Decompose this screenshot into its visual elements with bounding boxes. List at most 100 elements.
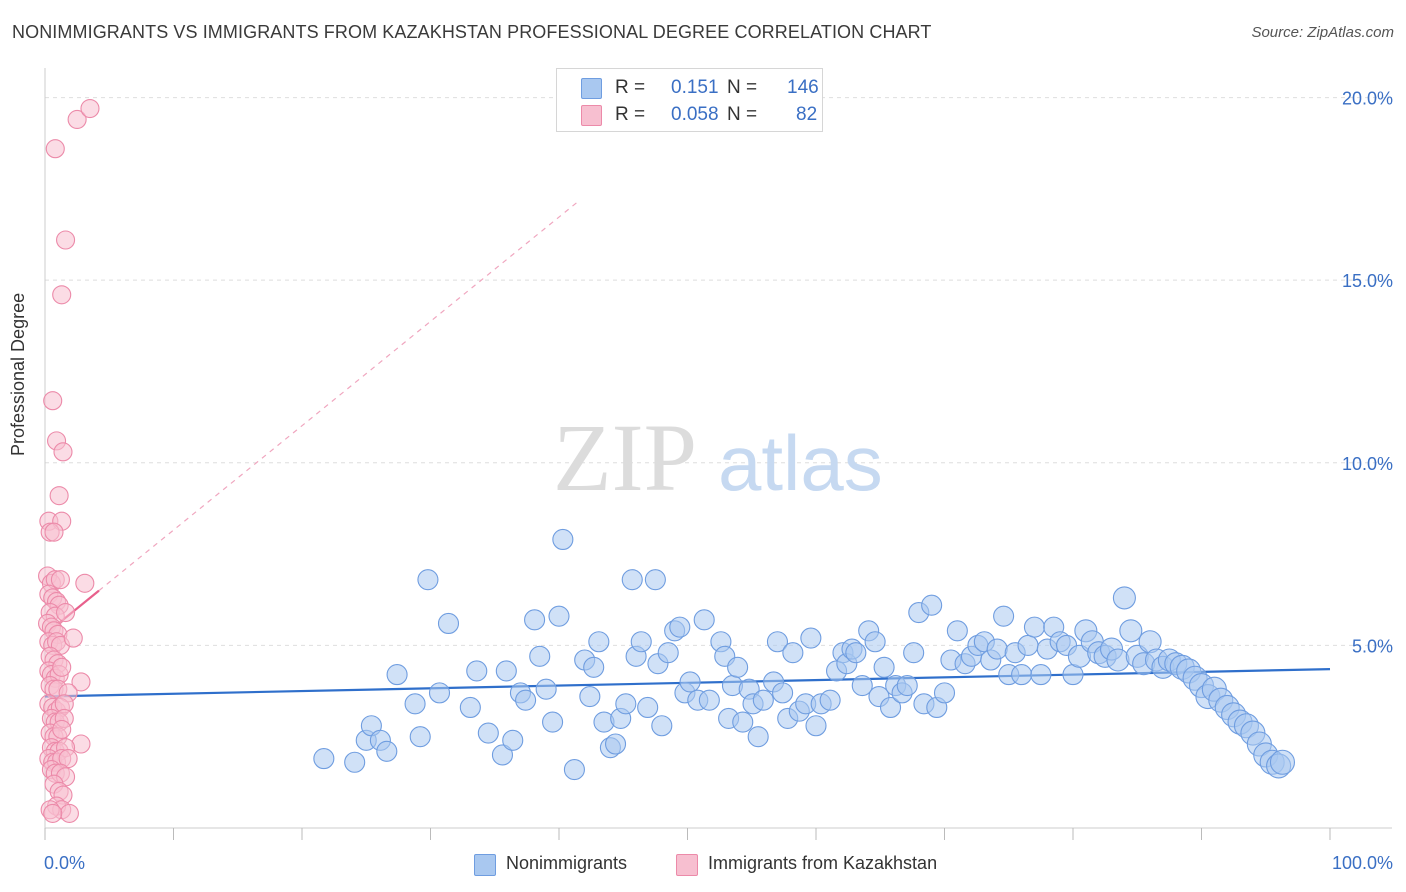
point-nonimmigrants bbox=[563, 759, 585, 781]
point-nonimmigrants bbox=[579, 685, 601, 708]
point-nonimmigrants bbox=[772, 682, 794, 704]
point-immigrants bbox=[52, 657, 72, 677]
point-nonimmigrants bbox=[529, 645, 551, 667]
point-nonimmigrants bbox=[583, 656, 605, 678]
legend-r-value: 0.058 bbox=[671, 104, 719, 125]
y-tick-label: 20.0% bbox=[1342, 89, 1393, 109]
point-nonimmigrants bbox=[621, 569, 643, 591]
point-immigrants bbox=[50, 570, 70, 590]
point-nonimmigrants bbox=[428, 682, 451, 704]
point-nonimmigrants bbox=[1269, 749, 1296, 775]
point-nonimmigrants bbox=[819, 689, 841, 711]
point-nonimmigrants bbox=[896, 675, 918, 697]
point-nonimmigrants bbox=[766, 631, 789, 653]
bottom-legend-swatch-nonimmigrants bbox=[474, 854, 496, 876]
point-nonimmigrants bbox=[903, 642, 925, 664]
point-immigrants bbox=[59, 803, 79, 823]
point-nonimmigrants bbox=[1030, 664, 1052, 686]
point-nonimmigrants bbox=[864, 631, 886, 653]
point-nonimmigrants bbox=[1017, 634, 1039, 656]
point-nonimmigrants bbox=[747, 726, 769, 748]
legend-n-value: 82 bbox=[796, 104, 818, 125]
point-immigrants bbox=[52, 285, 72, 305]
bottom-legend-label: Nonimmigrants bbox=[506, 853, 628, 873]
point-nonimmigrants bbox=[1119, 619, 1143, 643]
point-nonimmigrants bbox=[495, 660, 517, 682]
point-nonimmigrants bbox=[644, 569, 666, 591]
point-nonimmigrants bbox=[477, 722, 499, 744]
point-immigrants bbox=[75, 573, 95, 593]
point-nonimmigrants bbox=[615, 693, 637, 715]
legend-r-value: 0.151 bbox=[671, 77, 719, 98]
data-points bbox=[38, 98, 1296, 823]
y-axis-label: Professional Degree bbox=[8, 292, 28, 456]
bottom-legend-label: Immigrants from Kazakhstan bbox=[708, 853, 938, 873]
point-nonimmigrants bbox=[986, 638, 1008, 660]
legend-n-label: N = bbox=[727, 77, 758, 98]
point-immigrants bbox=[44, 522, 64, 542]
point-nonimmigrants bbox=[459, 696, 481, 719]
point-immigrants bbox=[53, 442, 73, 462]
source-text: Source: ZipAtlas.com bbox=[1251, 24, 1394, 41]
point-nonimmigrants bbox=[752, 689, 774, 711]
point-nonimmigrants bbox=[1011, 664, 1033, 686]
grid-lines bbox=[45, 97, 1392, 646]
point-nonimmigrants bbox=[879, 696, 902, 719]
point-nonimmigrants bbox=[552, 528, 574, 551]
point-nonimmigrants bbox=[344, 751, 366, 773]
trend-extension-immigrants bbox=[98, 200, 579, 592]
point-nonimmigrants bbox=[515, 689, 537, 711]
point-immigrants bbox=[56, 602, 76, 623]
point-nonimmigrants bbox=[1023, 616, 1045, 638]
point-nonimmigrants bbox=[805, 715, 827, 737]
point-nonimmigrants bbox=[651, 715, 673, 737]
x-tick-label: 100.0% bbox=[1332, 853, 1393, 873]
point-nonimmigrants bbox=[588, 631, 610, 653]
legend-r-label: R = bbox=[615, 77, 646, 98]
point-nonimmigrants bbox=[502, 729, 524, 751]
legend-r-label: R = bbox=[615, 104, 646, 125]
y-tick-label: 5.0% bbox=[1352, 636, 1393, 656]
point-nonimmigrants bbox=[404, 693, 426, 715]
point-immigrants bbox=[49, 486, 69, 506]
legend-swatch-nonimmigrants bbox=[581, 78, 602, 99]
point-nonimmigrants bbox=[386, 664, 408, 686]
point-immigrants bbox=[52, 719, 72, 739]
point-immigrants bbox=[43, 391, 63, 411]
point-nonimmigrants bbox=[693, 609, 715, 631]
point-nonimmigrants bbox=[679, 671, 701, 693]
point-nonimmigrants bbox=[727, 656, 749, 678]
point-immigrants bbox=[71, 672, 91, 692]
point-nonimmigrants bbox=[376, 740, 398, 762]
point-immigrants bbox=[67, 109, 87, 130]
point-immigrants bbox=[43, 803, 63, 823]
point-nonimmigrants bbox=[851, 675, 873, 697]
point-nonimmigrants bbox=[491, 744, 514, 766]
point-immigrants bbox=[63, 628, 83, 648]
point-nonimmigrants bbox=[698, 689, 720, 711]
point-nonimmigrants bbox=[669, 616, 691, 638]
point-nonimmigrants bbox=[993, 605, 1015, 627]
point-nonimmigrants bbox=[548, 605, 570, 627]
legend-swatch-immigrants bbox=[581, 105, 602, 126]
point-immigrants bbox=[80, 98, 100, 119]
point-nonimmigrants bbox=[466, 660, 488, 682]
legend-n-value: 146 bbox=[787, 77, 819, 98]
tick-labels: 5.0% 10.0% 15.0% 20.0% 0.0% 100.0% bbox=[44, 89, 1393, 873]
point-nonimmigrants bbox=[637, 696, 659, 719]
y-tick-label: 15.0% bbox=[1342, 271, 1393, 291]
bottom-legend-swatch-immigrants bbox=[676, 854, 698, 876]
point-nonimmigrants bbox=[1106, 648, 1130, 672]
point-nonimmigrants bbox=[921, 594, 943, 616]
point-nonimmigrants bbox=[313, 748, 335, 770]
point-nonimmigrants bbox=[604, 733, 627, 755]
point-nonimmigrants bbox=[535, 678, 557, 700]
point-immigrants bbox=[56, 230, 76, 250]
point-nonimmigrants bbox=[873, 656, 895, 678]
point-nonimmigrants bbox=[1112, 586, 1136, 610]
point-nonimmigrants bbox=[933, 682, 956, 704]
point-nonimmigrants bbox=[417, 569, 439, 591]
watermark-zip: ZIP bbox=[553, 404, 697, 511]
point-nonimmigrants bbox=[845, 642, 867, 664]
